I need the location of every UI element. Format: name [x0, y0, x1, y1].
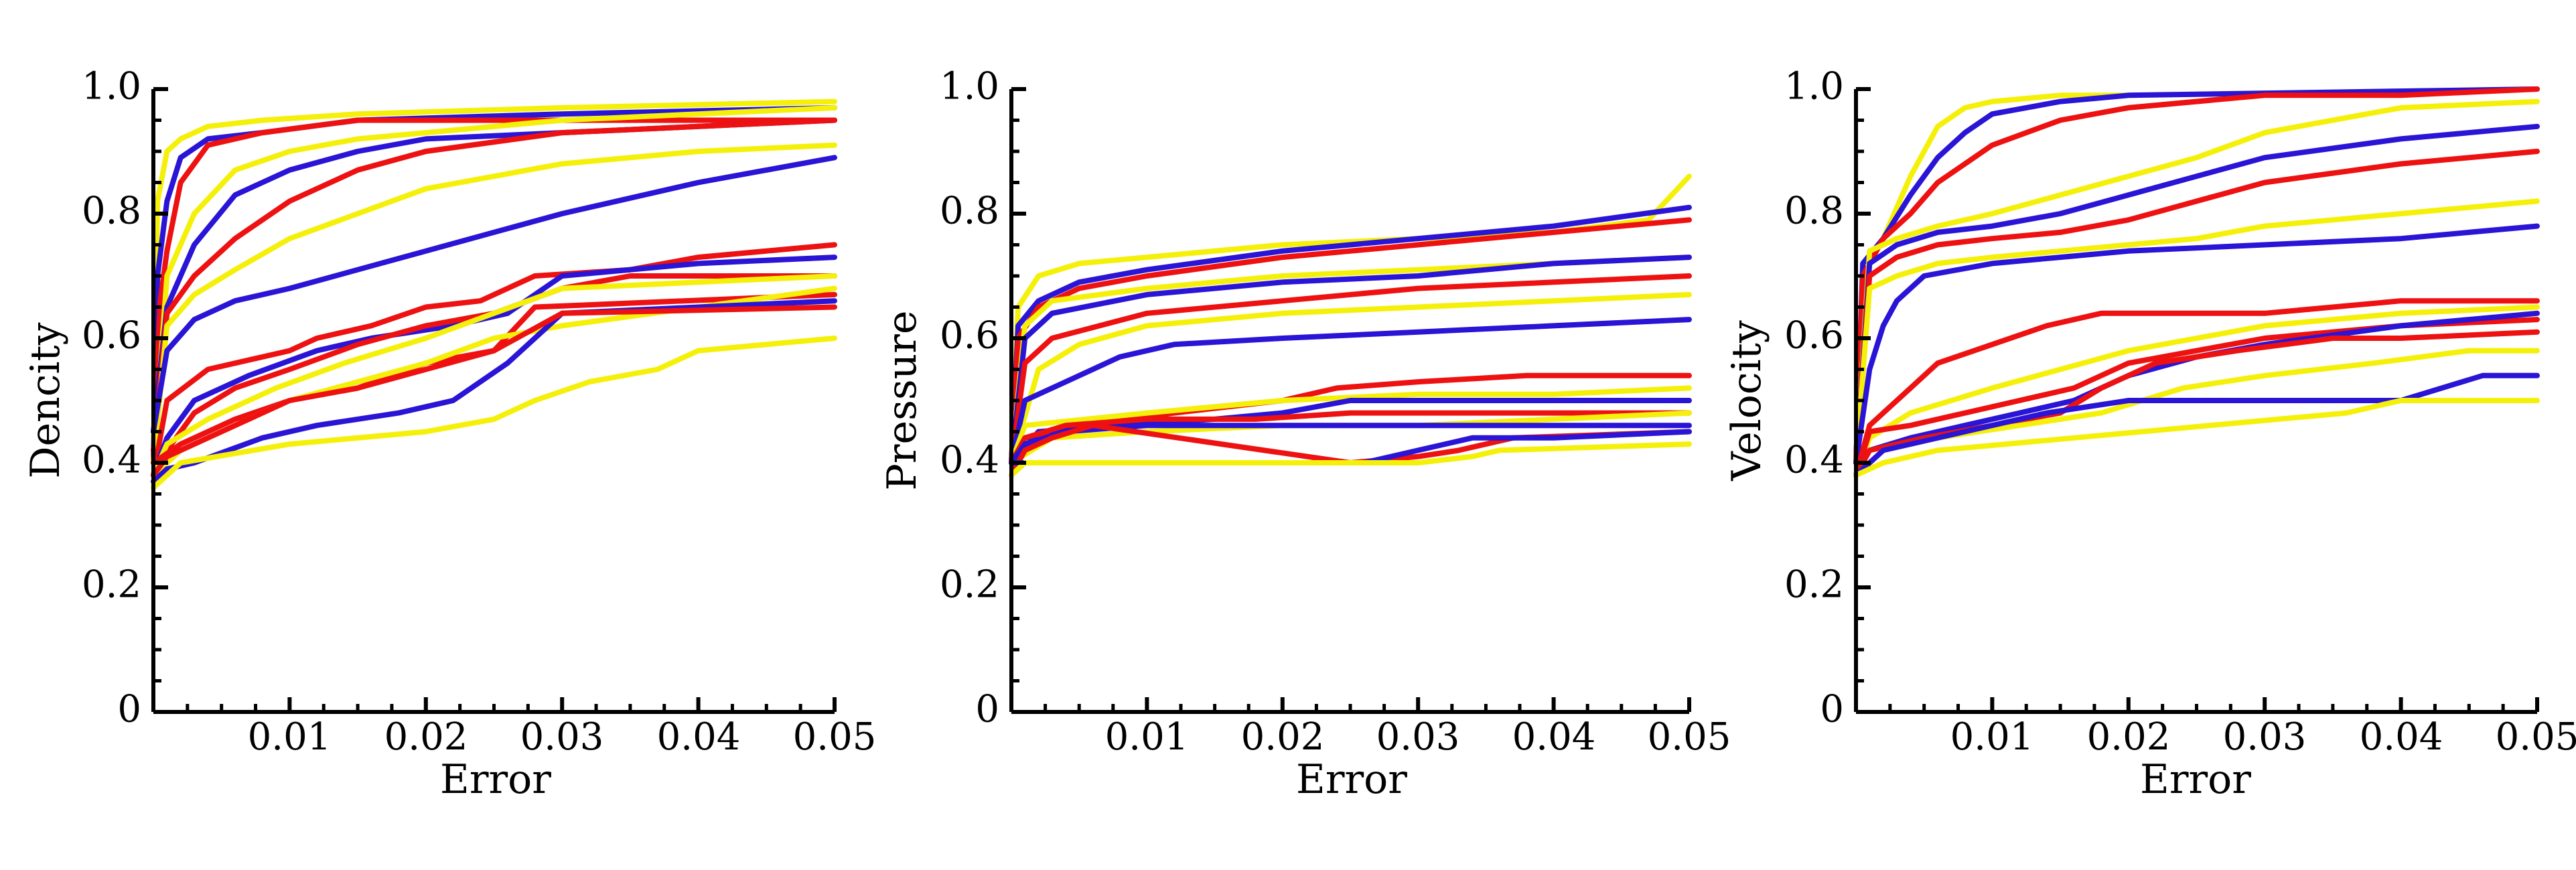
y-axis-title: Pressure: [879, 311, 926, 491]
y-tick-label: 0: [117, 688, 141, 731]
series-line-red: [1853, 329, 2540, 478]
y-axis-title: Velocity: [1723, 320, 1770, 482]
series-line-blue: [1853, 372, 2540, 478]
x-tick-label: 0.03: [1376, 715, 1460, 759]
series-line-blue: [1853, 223, 2540, 465]
x-tick-label: 0.01: [1105, 715, 1189, 759]
x-axis-title: Error: [1296, 756, 1407, 803]
x-tick-label: 0.02: [1241, 715, 1325, 759]
series-line-red: [151, 304, 837, 478]
series-line-red: [151, 273, 837, 478]
series-group-dencity: [151, 98, 837, 491]
y-tick-label: 0.4: [1784, 439, 1844, 482]
y-tick-label: 1.0: [940, 65, 999, 108]
series-line-red: [151, 117, 837, 453]
y-tick-label: 0.4: [940, 439, 999, 482]
series-line-blue: [1009, 255, 1692, 465]
series-line-yellow: [1853, 86, 2540, 465]
y-tick-label: 0.2: [940, 563, 999, 607]
series-line-red: [1853, 317, 2540, 478]
series-group-pressure: [1009, 173, 1692, 478]
y-axis-title: Dencity: [22, 322, 69, 478]
y-tick-label: 0.8: [82, 190, 141, 233]
series-line-red: [151, 117, 837, 465]
x-tick-label: 0.04: [657, 715, 741, 759]
series-line-blue: [151, 104, 837, 465]
series-line-yellow: [1009, 291, 1692, 465]
x-tick-label: 0.02: [384, 715, 468, 759]
series-line-blue: [1853, 86, 2540, 465]
x-tick-label: 0.04: [2360, 715, 2443, 759]
y-tick-label: 0.4: [82, 439, 141, 482]
series-line-yellow: [1853, 98, 2540, 465]
x-tick-label: 0.04: [1512, 715, 1596, 759]
y-tick-label: 1.0: [82, 65, 141, 108]
ticks-group-dencity: [151, 87, 837, 714]
series-line-yellow: [1853, 304, 2540, 478]
x-tick-label: 0.05: [1648, 715, 1731, 759]
y-tick-label: 0.2: [1784, 563, 1844, 607]
x-tick-label: 0.01: [248, 715, 332, 759]
series-line-red: [1853, 149, 2540, 465]
panel-pressure: 0 0.2 0.4 0.6 0.8 1.0 0.01 0.02 0.03 0.0…: [879, 65, 1731, 804]
y-tick-label: 0.2: [82, 563, 141, 607]
series-line-red: [1853, 86, 2540, 465]
y-tick-label: 0: [1820, 688, 1844, 731]
x-tick-label: 0.01: [1950, 715, 2034, 759]
series-line-blue: [151, 155, 837, 435]
panel-dencity: 0 0.2 0.4 0.6 0.8 1.0 0.01 0.02 0.03 0.0…: [22, 65, 876, 804]
series-line-yellow: [151, 273, 837, 478]
y-tick-label: 0.8: [1784, 190, 1844, 233]
series-line-blue: [1009, 423, 1692, 465]
x-tick-label: 0.05: [2496, 715, 2576, 759]
x-tick-label: 0.03: [2223, 715, 2307, 759]
x-axis-title: Error: [440, 756, 551, 803]
series-line-red: [1009, 273, 1692, 465]
series-line-yellow: [1853, 198, 2540, 465]
series-line-red: [1853, 298, 2540, 478]
x-tick-label: 0.02: [2087, 715, 2171, 759]
series-line-yellow: [151, 142, 837, 465]
y-tick-label: 0.6: [82, 314, 141, 358]
series-line-yellow: [1009, 385, 1692, 465]
x-tick-label: 0.03: [520, 715, 604, 759]
series-line-yellow: [151, 336, 837, 491]
series-line-yellow: [151, 98, 837, 465]
y-tick-label: 0.6: [940, 314, 999, 358]
y-tick-label: 0: [975, 688, 999, 731]
series-line-blue: [151, 298, 837, 484]
x-tick-label: 0.05: [793, 715, 877, 759]
series-line-blue: [1853, 123, 2540, 465]
series-line-blue: [1009, 204, 1692, 465]
series-line-blue: [1009, 317, 1692, 465]
y-tick-label: 0.6: [1784, 314, 1844, 358]
panel-velocity: 0 0.2 0.4 0.6 0.8 1.0 0.01 0.02 0.03 0.0…: [1723, 65, 2576, 804]
y-tick-label: 1.0: [1784, 65, 1844, 108]
series-line-yellow: [1853, 398, 2540, 478]
y-tick-label: 0.8: [940, 190, 999, 233]
series-group-velocity: [1853, 86, 2540, 478]
series-line-yellow: [151, 104, 837, 465]
series-line-yellow: [1009, 441, 1692, 478]
x-axis-title: Error: [2140, 756, 2251, 803]
series-line-red: [1009, 410, 1692, 465]
